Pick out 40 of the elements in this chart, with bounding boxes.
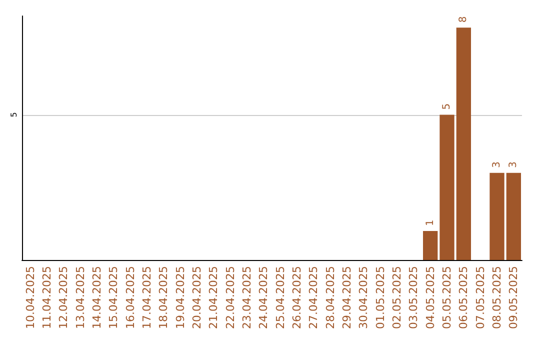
x-tick-label: 06.05.2025 [457,266,470,329]
x-tick-label: 04.05.2025 [424,266,437,329]
x-tick-label: 27.04.2025 [307,266,320,329]
x-tick-label: 10.04.2025 [24,266,37,329]
bar [440,114,454,260]
x-tick-label: 22.04.2025 [224,266,237,329]
x-tick-label: 24.04.2025 [257,266,270,329]
bar [490,172,504,260]
x-tick-label: 13.04.2025 [74,266,87,329]
x-tick-label: 21.04.2025 [207,266,220,329]
data-label: 3 [508,161,520,168]
x-tick-label: 30.04.2025 [357,266,370,329]
x-tick-label: 19.04.2025 [174,266,187,329]
x-tick-label: 25.04.2025 [274,266,287,329]
data-label: 1 [424,220,436,226]
x-tick-label: 11.04.2025 [40,266,54,329]
x-tick-label: 29.04.2025 [340,266,354,329]
x-tick-label: 23.04.2025 [240,266,254,329]
x-tick-label: 03.05.2025 [407,266,420,329]
x-tick-label: 15.04.2025 [107,266,120,329]
bar [506,172,521,260]
x-tick-label: 17.04.2025 [140,266,154,329]
bar [456,28,471,260]
x-tick-label: 14.04.2025 [90,266,104,329]
x-tick-label: 07.05.2025 [474,266,487,329]
data-label: 5 [442,103,452,110]
x-tick-label: 08.05.2025 [490,266,504,329]
x-tick-label: 18.04.2025 [157,266,170,329]
bar [423,230,438,260]
x-tick-label: 01.05.2025 [374,266,387,329]
x-tick-label: 05.05.2025 [440,266,454,329]
x-tick-label: 16.04.2025 [124,266,137,329]
data-label: 8 [458,16,470,23]
x-tick-label: 12.04.2025 [57,266,70,329]
x-tick-label: 09.05.2025 [507,266,520,329]
data-label: 3 [492,161,502,168]
x-tick-label: 26.04.2025 [290,266,304,329]
x-tick-label: 02.05.2025 [390,266,404,329]
x-tick-label: 28.04.2025 [324,266,337,329]
x-tick-label: 20.04.2025 [190,266,204,329]
